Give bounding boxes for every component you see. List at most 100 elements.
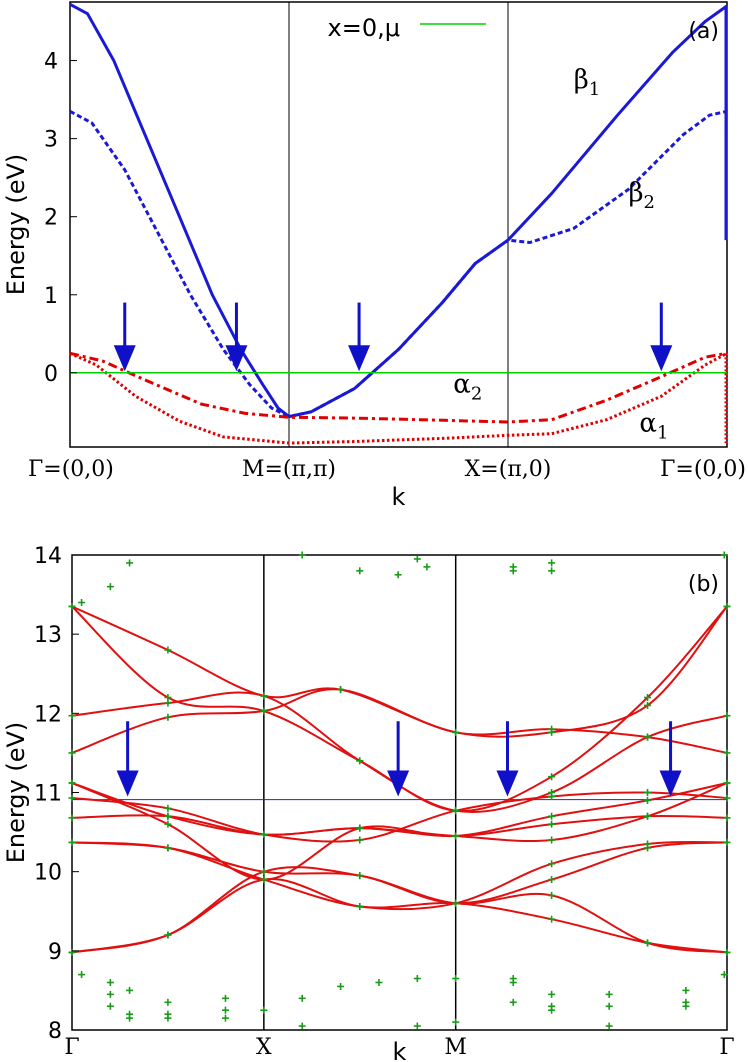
marker-extra-3 [78,971,86,979]
panel-a-frame [69,1,728,448]
arrow-a-3-head [650,345,673,372]
marker-band-7-4 [452,832,460,840]
marker-band-6-7 [723,794,731,802]
curve-label-1: β2 [628,178,654,213]
marker-band-1-5 [548,773,556,781]
marker-band-11-2 [260,868,268,876]
arrow-a-2 [348,302,371,372]
marker-band-7-0 [68,814,76,822]
marker-band-0-1 [164,646,172,654]
marker-extra-40 [605,990,613,998]
marker-band-9-1 [164,844,172,852]
series-3-line [69,351,728,445]
y-tick-label-a-4: 4 [44,50,58,75]
marker-band-11-6 [644,939,652,947]
marker-extra-33 [548,567,556,575]
series-0-line [69,2,728,419]
x-tick-label-b-2: M [444,1035,467,1060]
x-tick-label-b-1: X [256,1035,272,1060]
arrow-a-1-head [225,345,248,372]
panel-a-y-ticks: 0 1 2 3 4 [44,50,77,387]
panel-a-y-axis-label: Energy (eV) [2,154,30,296]
arrow-b-1-head [387,770,410,797]
marker-band-11-5 [548,891,556,899]
band-7 [71,814,728,838]
y-tick-label-b-4: 12 [34,702,62,727]
panel-a-series [69,2,728,445]
marker-band-7-3 [356,824,364,832]
marker-extra-12 [164,1010,172,1018]
marker-band-11-4 [452,899,460,907]
marker-extra-17 [298,994,306,1002]
marker-band-7-5 [548,820,556,828]
marker-band-5-7 [723,779,731,787]
marker-band-1-0 [68,602,76,610]
marker-extra-15 [221,1014,229,1022]
marker-extra-23 [452,975,460,983]
arrow-a-0 [113,302,136,372]
arrow-b-3 [659,721,682,797]
arrow-b-0 [116,721,139,797]
marker-band-8-5 [548,876,556,884]
marker-extra-36 [509,998,517,1006]
marker-band-11-0 [68,948,76,956]
x-tick-label-a-0: Γ=(0,0) [28,457,114,482]
panel-a-legend: x=0,μ [328,14,486,42]
marker-band-3-1 [164,713,172,721]
curve-label-subscript-0: 1 [589,79,600,100]
marker-band-7-1 [164,812,172,820]
marker-extra-39 [548,1006,556,1014]
marker-band-2-1 [164,699,172,707]
legend-label: x=0,μ [328,14,400,42]
marker-band-3-3 [337,686,345,694]
band-3 [71,688,728,754]
marker-extra-28 [413,555,421,563]
curve-label-subscript-1: 2 [643,192,654,213]
marker-band-5-1 [164,820,172,828]
marker-band-6-4 [452,807,460,815]
panel-b-y-axis-label: Energy (eV) [2,722,30,864]
arrow-a-1 [225,302,248,372]
marker-band-6-1 [164,804,172,812]
panel-b-y-ticks: 8 9 10 11 12 13 14 [34,544,79,1044]
y-tick-label-a-3: 3 [44,128,58,153]
marker-extra-20 [375,979,383,986]
panel-a-x-axis-label: k [392,483,406,511]
y-tick-label-b-1: 9 [48,940,62,965]
arrow-b-0-head [116,770,139,797]
panel-a-x-ticks: Γ=(0,0) M=(π,π) X=(π,0) Γ=(0,0) [28,457,746,482]
marker-extra-29 [423,563,431,571]
marker-band-2-2 [260,692,268,700]
x-tick-label-b-0: Γ [64,1035,79,1060]
marker-extra-47 [720,551,728,559]
marker-band-5-6 [644,796,652,804]
marker-band-10-3 [356,903,364,910]
series-1-line [69,109,728,419]
arrow-a-2-head [348,345,371,372]
curve-label-2: α2 [453,369,482,404]
marker-band-6-5 [548,792,556,800]
marker-extra-16 [260,1006,268,1014]
band-2 [71,691,728,814]
marker-band-3-2 [260,707,268,715]
marker-extra-31 [509,567,517,575]
marker-band-1-7 [723,602,731,610]
y-tick-label-b-3: 11 [34,782,62,807]
curve-label-subscript-3: 1 [657,422,668,443]
marker-band-5-0 [68,779,76,787]
arrow-b-1 [387,721,410,797]
marker-band-4-5 [548,836,556,844]
series-2-line [69,351,728,424]
y-tick-label-b-0: 8 [48,1019,62,1044]
marker-extra-25 [298,551,306,559]
marker-band-6-6 [644,789,652,796]
y-tick-label-a-1: 1 [44,284,58,309]
y-tick-label-b-6: 14 [34,544,62,569]
marker-band-3-6 [644,733,652,741]
panel-a: 0 1 2 3 4 Γ=(0,0) M=(π,π) X=(π,0) Γ=(0,0) β1 β2 α… [2,1,746,511]
marker-extra-45 [682,1002,690,1010]
panel-b-arrows [116,721,682,797]
marker-extra-14 [221,1006,229,1014]
marker-extra-41 [605,1002,613,1010]
